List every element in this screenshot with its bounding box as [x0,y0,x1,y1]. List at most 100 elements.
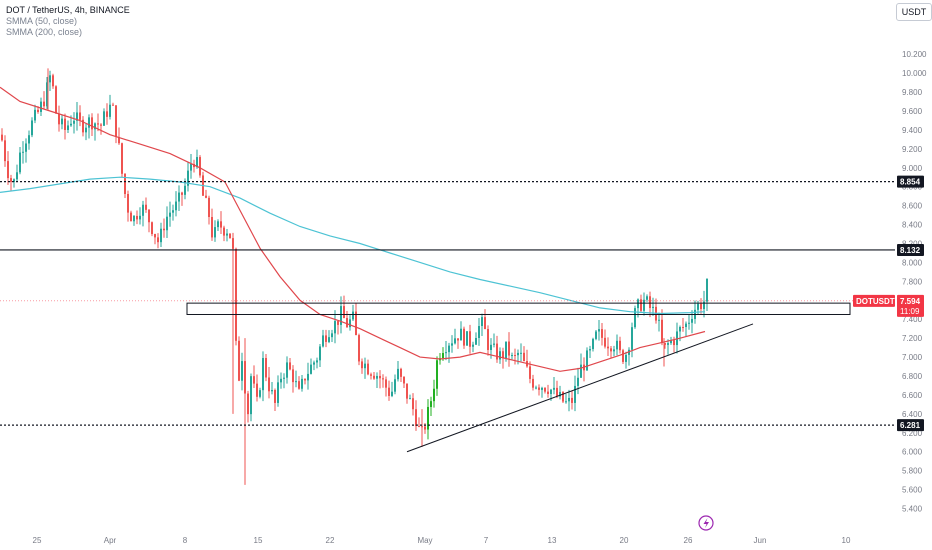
candle [364,363,366,369]
candle [547,391,549,394]
replay-icon[interactable] [698,515,714,531]
smma200-legend: SMMA (200, close) [6,27,83,37]
smma50-line [0,86,706,372]
candle [22,151,24,153]
candle [118,137,120,144]
x-tick-label: Jun [754,536,767,545]
candle [169,212,171,217]
candle [679,327,681,332]
candle [586,350,588,371]
candle [307,373,309,381]
candle [262,358,264,391]
candle [370,374,372,376]
candle [127,194,129,213]
candle [349,319,351,328]
candle [292,369,294,383]
candle [565,401,567,403]
candle [103,111,105,126]
candle [190,164,192,171]
candle [223,227,225,236]
candle [706,278,708,302]
candle [268,377,270,392]
candle [10,178,12,182]
candle [175,201,177,211]
y-tick-label: 9.600 [902,107,923,116]
candle [250,376,252,415]
candle [676,331,678,346]
candle [517,352,519,356]
candle [121,143,123,174]
candle [88,117,90,128]
candle [352,311,354,320]
candle [415,409,417,427]
candle [538,387,540,390]
candle [310,364,312,374]
candle-countdown-label: 11:09 [900,307,920,316]
candle [46,82,48,107]
y-tick-label: 9.800 [902,88,923,97]
candle [94,123,96,130]
candle [520,352,522,354]
y-tick-label: 6.800 [902,372,923,381]
y-tick-label: 8.000 [902,258,923,267]
candle [598,329,600,332]
price-axis[interactable]: 10.200 10.000 9.800 9.600 9.400 9.200 9.000 8.8… [902,50,927,513]
candle [229,233,231,239]
candle [289,362,291,370]
chart-legend: DOT / TetherUS, 4h, BINANCE SMMA (50, cl… [6,5,130,38]
candle [73,120,75,124]
candle [208,197,210,218]
candle [670,340,672,344]
level-price-label: 6.281 [900,421,921,430]
candle [502,351,504,359]
candle [616,340,618,350]
x-tick-label: 25 [33,536,42,545]
candle [286,362,288,378]
level-price-tag [897,175,924,188]
candle [394,379,396,392]
y-tick-label: 6.000 [902,448,923,457]
candle [433,388,435,402]
currency-unit-button[interactable]: USDT [896,3,932,21]
horizontal-levels [0,181,895,453]
symbol-title: DOT / TetherUS, 4h, BINANCE [6,5,130,15]
candle [328,337,330,342]
candle [160,228,162,243]
candle [619,340,621,351]
candle [343,306,345,319]
candle [484,317,486,330]
ascending-trendline [406,323,754,453]
candle [406,383,408,399]
candle [115,105,117,138]
candle [142,204,144,216]
candle [640,299,642,311]
candle [691,318,693,323]
candle [211,217,213,238]
candle [148,209,150,223]
candle [388,387,390,396]
candle [82,119,84,133]
candle [136,215,138,220]
candle [649,296,651,309]
candle [493,343,495,345]
candle [178,192,180,202]
candle [532,378,534,388]
candle [85,127,87,133]
time-axis[interactable]: 25 Apr 8 15 22 May 7 13 20 26 Jun 10 [33,536,851,545]
candle [163,228,165,231]
candle [109,104,111,117]
candle [133,215,135,222]
y-tick-label: 6.400 [902,410,923,419]
candle [253,376,255,384]
candle [340,306,342,325]
candle [184,185,186,195]
candle [511,355,513,357]
candle [334,321,336,334]
y-tick-label: 7.200 [902,334,923,343]
candle [400,368,402,377]
candle [580,364,582,378]
x-tick-label: 15 [254,536,263,545]
y-tick-label: 5.400 [902,505,923,514]
candle [622,350,624,362]
